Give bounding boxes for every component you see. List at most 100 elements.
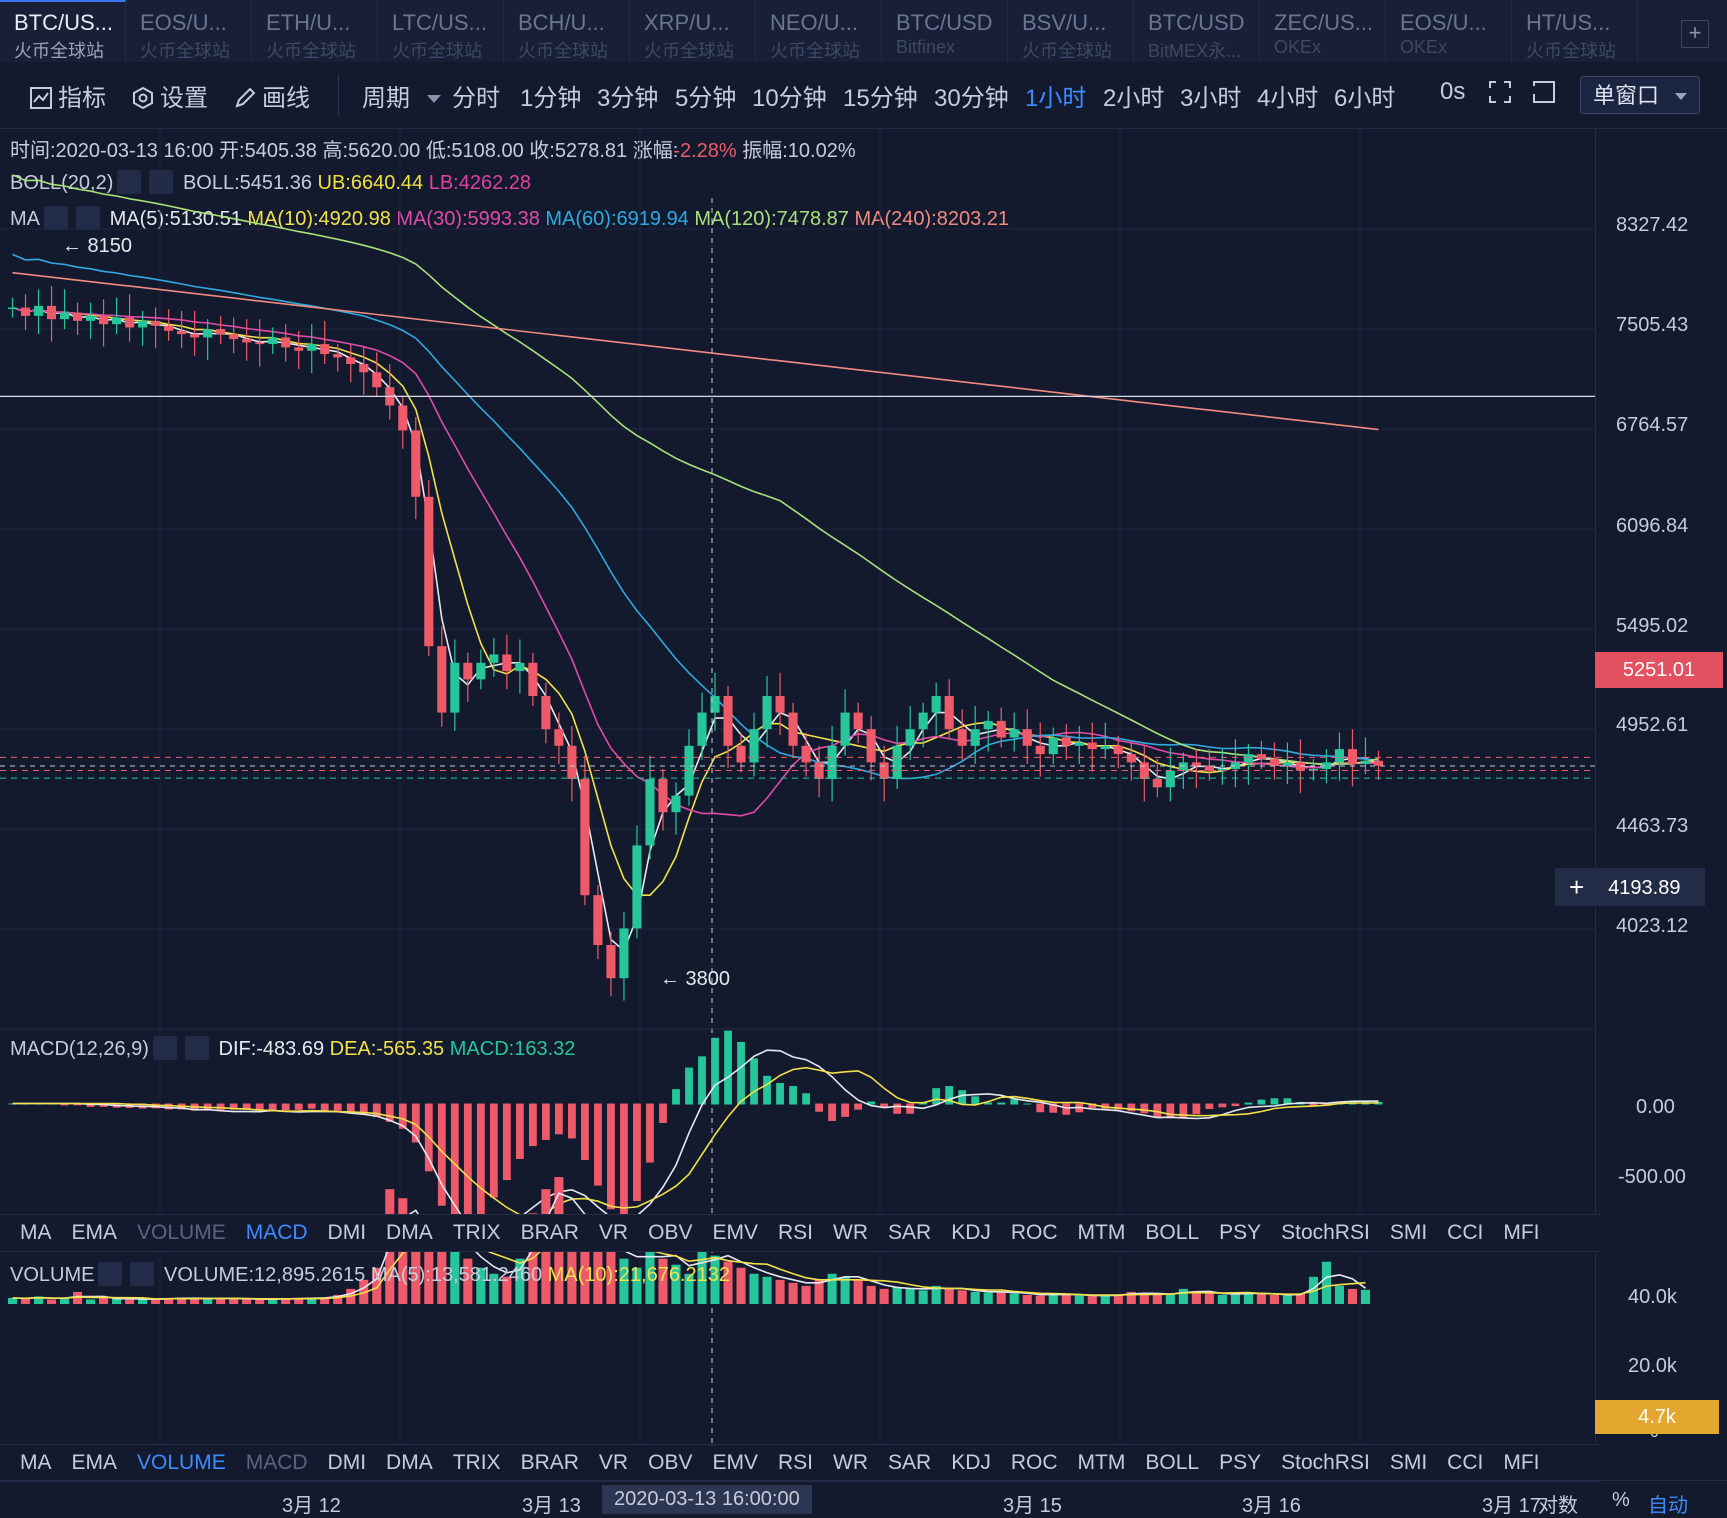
close-icon[interactable]	[130, 1262, 155, 1286]
period-option[interactable]: 1小时	[1025, 85, 1087, 112]
indicator-tab[interactable]: PSY	[1219, 1221, 1262, 1244]
market-tab[interactable]: EOS/U... OKEx	[1386, 0, 1512, 62]
period-option[interactable]: 2小时	[1103, 85, 1165, 112]
indicator-tab[interactable]: RSI	[777, 1451, 813, 1474]
macd-bar	[776, 1083, 784, 1105]
indicator-tab[interactable]: SMI	[1389, 1451, 1428, 1474]
candle-body	[86, 315, 96, 321]
gear-icon[interactable]	[117, 170, 142, 194]
gear-icon[interactable]	[152, 1036, 177, 1060]
period-option[interactable]: 15分钟	[843, 85, 918, 112]
indicator-tab[interactable]: DMA	[386, 1451, 433, 1474]
indicator-tab[interactable]: BOLL	[1145, 1221, 1200, 1244]
indicator-tab[interactable]: MACD	[245, 1451, 308, 1474]
market-tab[interactable]: ZEC/US... OKEx	[1260, 0, 1386, 62]
auto-scale-toggle[interactable]: 自动	[1648, 1495, 1688, 1517]
screenshot-icon[interactable]	[1532, 80, 1556, 111]
market-tab[interactable]: BCH/U... 火币全球站	[504, 0, 630, 62]
market-tab[interactable]: BTC/USD BitMEX永...	[1134, 0, 1260, 62]
indicator-tab[interactable]: BRAR	[520, 1221, 579, 1244]
period-option[interactable]: 5分钟	[675, 85, 737, 112]
market-tab[interactable]: EOS/U... 火币全球站	[126, 0, 252, 62]
fullscreen-icon[interactable]	[1488, 80, 1512, 111]
indicator-tab[interactable]: CCI	[1447, 1451, 1484, 1474]
indicator-tab[interactable]: BRAR	[520, 1451, 579, 1474]
period-dropdown[interactable]: 周期	[362, 78, 441, 113]
indicator-tab[interactable]: CCI	[1447, 1221, 1484, 1244]
indicator-tab[interactable]: EMA	[71, 1221, 118, 1244]
indicator-tab[interactable]: MTM	[1077, 1451, 1126, 1474]
period-option[interactable]: 30分钟	[934, 85, 1009, 112]
period-option[interactable]: 分时	[452, 85, 500, 112]
indicator-tab[interactable]: MFI	[1503, 1451, 1540, 1474]
candlestick-chart[interactable]	[0, 128, 1595, 1480]
volume-bar	[957, 1290, 967, 1304]
indicator-tab[interactable]: OBV	[648, 1221, 693, 1244]
log-scale-toggle[interactable]: 对数	[1538, 1495, 1578, 1517]
indicator-tab[interactable]: StochRSI	[1281, 1221, 1370, 1244]
market-tab[interactable]: NEO/U... 火币全球站	[756, 0, 882, 62]
indicator-tab[interactable]: KDJ	[951, 1451, 991, 1474]
indicator-tab[interactable]: BOLL	[1145, 1451, 1200, 1474]
macd-bar	[828, 1103, 837, 1121]
indicator-tab[interactable]: VR	[598, 1221, 629, 1244]
indicator-tab[interactable]: VOLUME	[137, 1451, 226, 1474]
indicator-tab[interactable]: VOLUME	[137, 1221, 226, 1244]
indicator-tab[interactable]: MFI	[1503, 1221, 1540, 1244]
indicator-tab[interactable]: StochRSI	[1281, 1451, 1370, 1474]
indicator-tab[interactable]: ROC	[1010, 1221, 1058, 1244]
close-icon[interactable]	[149, 170, 174, 194]
close-icon[interactable]	[184, 1036, 209, 1060]
indicator-tab[interactable]: TRIX	[452, 1451, 501, 1474]
gear-icon[interactable]	[44, 206, 68, 230]
indicator-tab[interactable]: TRIX	[452, 1221, 501, 1244]
indicator-tab[interactable]: DMA	[386, 1221, 433, 1244]
settings-button[interactable]: 设置	[132, 78, 208, 113]
indicator-tab[interactable]: EMV	[712, 1221, 758, 1244]
indicator-tab[interactable]: KDJ	[951, 1221, 991, 1244]
period-option[interactable]: 3小时	[1180, 85, 1242, 112]
add-tab-button[interactable]: +	[1681, 20, 1709, 48]
axis-divider	[1595, 128, 1596, 1480]
indicator-tab[interactable]: MACD	[245, 1221, 308, 1244]
indicator-tab[interactable]: ROC	[1010, 1451, 1058, 1474]
window-mode-dropdown[interactable]: 单窗口	[1580, 76, 1700, 114]
indicator-tab[interactable]: WR	[833, 1451, 868, 1474]
period-option[interactable]: 1分钟	[520, 85, 582, 112]
indicator-tab[interactable]: OBV	[648, 1451, 693, 1474]
period-option[interactable]: 4小时	[1257, 85, 1319, 112]
market-tab[interactable]: LTC/US... 火币全球站	[378, 0, 504, 62]
gear-icon[interactable]	[98, 1262, 123, 1286]
indicator-tab[interactable]: MA	[20, 1451, 52, 1474]
draw-button[interactable]: 画线	[234, 78, 310, 113]
indicator-tab[interactable]: MTM	[1077, 1221, 1126, 1244]
macd-value: MACD:163.32	[449, 1038, 576, 1060]
indicator-tab[interactable]: DMI	[327, 1451, 367, 1474]
market-tab[interactable]: XRP/U... 火币全球站	[630, 0, 756, 62]
percent-toggle[interactable]: %	[1612, 1489, 1630, 1511]
market-tab[interactable]: BTC/USD Bitfinex	[882, 0, 1008, 62]
indicator-tab[interactable]: SAR	[888, 1451, 932, 1474]
indicator-tab[interactable]: EMV	[712, 1451, 758, 1474]
volume-bar	[1139, 1293, 1149, 1304]
indicator-tab[interactable]: EMA	[71, 1451, 118, 1474]
market-tab[interactable]: HT/US... 火币全球站	[1512, 0, 1638, 62]
candle-body	[1308, 769, 1319, 771]
indicator-tab[interactable]: PSY	[1219, 1451, 1262, 1474]
indicator-tab[interactable]: WR	[833, 1221, 868, 1244]
market-tab[interactable]: ETH/U... 火币全球站	[252, 0, 378, 62]
period-option[interactable]: 3分钟	[597, 85, 659, 112]
indicator-tab[interactable]: SMI	[1389, 1221, 1428, 1244]
indicator-tab[interactable]: MA	[20, 1221, 52, 1244]
indicator-tab[interactable]: SAR	[888, 1221, 932, 1244]
indicator-tab[interactable]: DMI	[327, 1221, 367, 1244]
indicator-tab[interactable]: RSI	[777, 1221, 813, 1244]
tab-exchange: 火币全球站	[1022, 41, 1112, 61]
indicator-tab[interactable]: VR	[598, 1451, 629, 1474]
market-tab[interactable]: BTC/US... 火币全球站	[0, 0, 126, 62]
indicators-button[interactable]: 指标	[30, 78, 106, 113]
market-tab[interactable]: BSV/U... 火币全球站	[1008, 0, 1134, 62]
period-option[interactable]: 10分钟	[752, 85, 827, 112]
period-option[interactable]: 6小时	[1334, 85, 1396, 112]
close-icon[interactable]	[76, 206, 100, 230]
